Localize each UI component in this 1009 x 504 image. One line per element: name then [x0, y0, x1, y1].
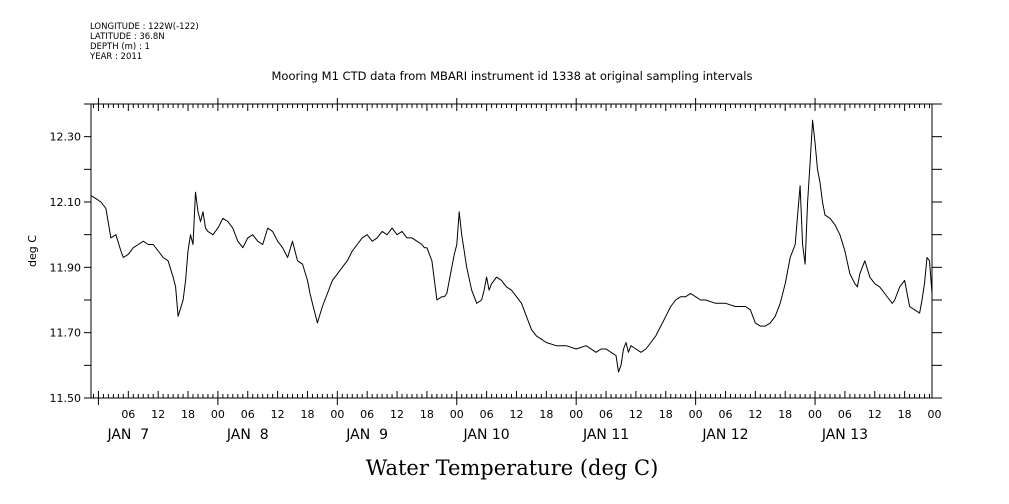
x-day-label: JAN 8 — [226, 427, 269, 443]
x-hour-label: 18 — [181, 408, 195, 421]
y-tick-labels: 11.50 11.70 11.90 12.10 12.30 — [50, 131, 82, 405]
x-hour-label: 18 — [420, 408, 434, 421]
plot-lines — [90, 119, 933, 373]
series-line-water-temperature — [90, 119, 933, 373]
header-year: YEAR : 2011 — [89, 52, 142, 62]
x-hour-label: 18 — [659, 408, 673, 421]
header-depth: DEPTH (m) : 1 — [90, 42, 150, 52]
x-hour-label: 00 — [808, 408, 822, 421]
x-hour-label: 06 — [121, 408, 135, 421]
x-axis-label: Water Temperature (deg C) — [366, 456, 659, 480]
x-hour-label: 18 — [300, 408, 314, 421]
x-hour-label: 18 — [539, 408, 553, 421]
x-hour-label: 18 — [898, 408, 912, 421]
x-hour-label: 00 — [689, 408, 703, 421]
x-hour-label: 00 — [450, 408, 464, 421]
y-axis-label: deg C — [26, 235, 39, 267]
header-latitude: LATITUDE : 36.8N — [90, 32, 165, 42]
x-hour-label: 06 — [241, 408, 255, 421]
x-hour-label: 12 — [151, 408, 165, 421]
x-day-label: JAN 11 — [582, 427, 629, 443]
x-hour-label: 06 — [838, 408, 852, 421]
x-hour-label: 12 — [509, 408, 523, 421]
y-tick-label: 11.50 — [50, 392, 82, 405]
x-day-label: JAN 13 — [821, 427, 868, 443]
x-hour-label: 12 — [868, 408, 882, 421]
x-hour-label: 00 — [569, 408, 583, 421]
x-hour-label: 06 — [718, 408, 732, 421]
x-tick-labels: 06 12 18 00 06 12 18 00 06 12 18 00 06 12 18 00 06 12 18 00… — [106, 408, 941, 443]
y-tick-label: 11.70 — [50, 327, 82, 340]
y-tick-label: 12.10 — [50, 196, 82, 209]
x-hour-label: 12 — [390, 408, 404, 421]
header-info: LONGITUDE : 122W(-122) LATITUDE : 36.8N … — [89, 22, 199, 62]
x-hour-label: 12 — [748, 408, 762, 421]
x-hour-label: 18 — [778, 408, 792, 421]
x-day-label: JAN 9 — [345, 427, 388, 443]
x-hour-label: 00 — [927, 408, 941, 421]
x-hour-label: 00 — [330, 408, 344, 421]
x-hour-label: 12 — [629, 408, 643, 421]
y-tick-label: 11.90 — [50, 261, 82, 274]
x-hour-label: 06 — [360, 408, 374, 421]
x-day-label: JAN 10 — [463, 427, 510, 443]
x-day-label: JAN 7 — [106, 427, 149, 443]
x-hour-label: 06 — [599, 408, 613, 421]
y-tick-label: 12.30 — [50, 131, 82, 144]
x-hour-label: 06 — [480, 408, 494, 421]
header-longitude: LONGITUDE : 122W(-122) — [90, 22, 199, 32]
x-day-label: JAN 12 — [701, 427, 748, 443]
x-hour-label: 12 — [271, 408, 285, 421]
axes — [84, 98, 942, 405]
chart-title: Mooring M1 CTD data from MBARI instrumen… — [272, 69, 753, 83]
x-hour-label: 00 — [211, 408, 225, 421]
